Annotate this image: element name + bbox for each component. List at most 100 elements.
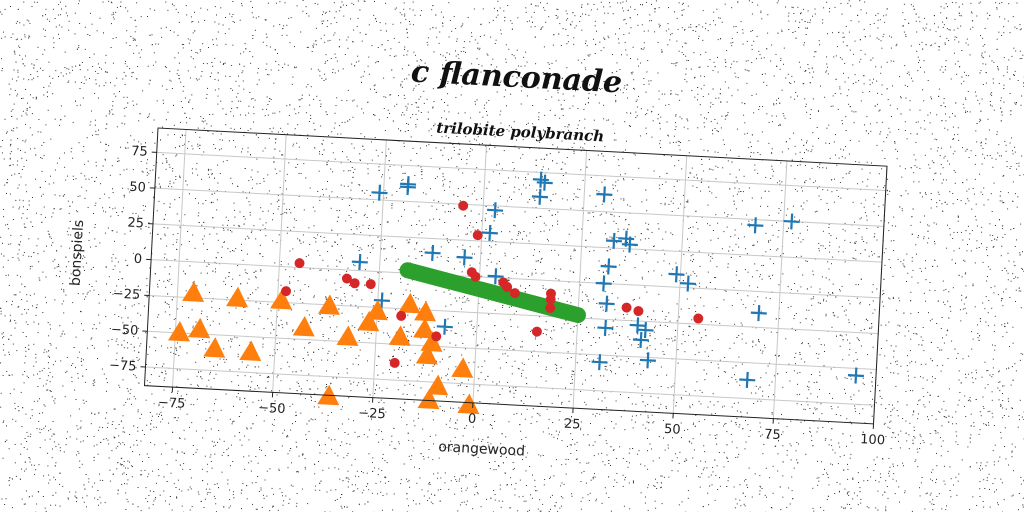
plus-point	[591, 354, 608, 371]
y-gridline	[152, 223, 882, 263]
plus-point	[739, 371, 756, 388]
plus-point	[632, 331, 649, 348]
y-tick-label: 0	[133, 252, 142, 267]
triangle-point	[398, 292, 421, 314]
circle-point	[470, 271, 481, 282]
x-tick-label: −75	[158, 395, 186, 411]
x-gridline	[572, 150, 588, 409]
plus-series	[351, 171, 864, 388]
plus-point	[621, 236, 638, 253]
plot-area: −75 −50 −25 0 25 50 75 100 −75 −50 −25 0 25 50 75 ora…	[68, 127, 888, 460]
plus-point	[531, 188, 549, 205]
y-tick-label: −25	[112, 287, 140, 303]
plus-point	[481, 224, 498, 241]
plus-point	[598, 295, 615, 312]
gridlines	[145, 129, 888, 424]
chart-subtitle: trilobite polybranch	[436, 119, 605, 146]
plus-point	[600, 258, 617, 275]
triangle-point	[203, 337, 226, 358]
triangle-series	[167, 281, 480, 415]
circle-point	[365, 279, 376, 290]
y-gridline	[154, 187, 884, 227]
circle-point	[389, 357, 400, 368]
triangle-point	[226, 286, 248, 308]
plus-point	[750, 305, 767, 322]
y-gridline	[145, 366, 875, 406]
circle-point	[545, 294, 556, 305]
x-tick-label: 25	[564, 417, 581, 433]
x-gridline	[372, 139, 387, 398]
circle-point	[498, 277, 509, 288]
y-tick-label: 75	[131, 144, 148, 160]
circle-point	[633, 306, 644, 317]
plus-point	[680, 275, 697, 292]
x-tick-label: 0	[468, 412, 477, 427]
triangle-point	[357, 310, 380, 332]
y-tick-label: −50	[111, 322, 139, 338]
circle-series	[281, 200, 704, 368]
plus-point	[847, 367, 864, 384]
circle-point	[281, 286, 292, 297]
y-gridline	[151, 259, 881, 299]
circle-point	[294, 258, 305, 269]
data-points	[167, 171, 864, 415]
y-gridline	[156, 151, 886, 192]
plus-point	[371, 184, 388, 201]
triangle-point	[388, 325, 411, 346]
y-tick-label: 25	[127, 216, 144, 232]
circle-point	[472, 230, 483, 241]
plus-point	[487, 202, 504, 219]
triangle-point	[451, 357, 474, 378]
triangle-point	[270, 288, 293, 310]
circle-point	[431, 331, 442, 342]
triangle-point	[414, 300, 437, 322]
triangle-point	[426, 374, 449, 396]
triangle-point	[188, 317, 211, 339]
y-tick-label: 50	[129, 180, 146, 196]
x-gridline	[772, 160, 788, 419]
plus-point	[532, 171, 549, 188]
triangle-point	[292, 316, 315, 337]
triangle-point	[457, 393, 480, 415]
circle-point	[531, 326, 542, 337]
triangle-point	[167, 320, 190, 342]
triangle-point	[417, 388, 440, 410]
circle-point	[621, 302, 632, 313]
plus-point	[668, 266, 685, 283]
x-tick-label: 100	[860, 432, 886, 448]
plus-point	[351, 253, 368, 271]
plus-point	[637, 322, 654, 339]
plus-point	[597, 319, 614, 337]
circle-point	[458, 200, 469, 211]
plus-point	[436, 318, 453, 335]
plus-point	[629, 317, 646, 334]
chart-title: c flanconade	[410, 55, 623, 101]
x-tick-label: 50	[664, 422, 681, 438]
x-tick-label: −25	[358, 406, 386, 422]
triangle-point	[413, 318, 436, 339]
plus-point	[456, 249, 473, 266]
triangle-point	[420, 331, 443, 352]
plus-point	[596, 186, 613, 203]
y-gridline	[147, 330, 877, 370]
circle-point	[396, 310, 407, 321]
plus-point	[400, 176, 417, 193]
y-axis-label: bonspiels	[68, 219, 87, 286]
plus-point	[747, 217, 764, 234]
circle-point	[693, 313, 704, 324]
band-point	[569, 307, 586, 324]
plus-point	[536, 174, 553, 191]
y-tick-label: −75	[109, 358, 137, 374]
x-gridline	[272, 134, 287, 393]
plus-point	[595, 275, 612, 292]
plus-point	[487, 268, 504, 285]
plus-point	[424, 244, 441, 261]
x-gridline	[672, 155, 688, 414]
circle-point	[349, 278, 360, 289]
plus-point	[639, 352, 656, 369]
triangle-point	[336, 325, 359, 347]
plus-point	[783, 213, 800, 230]
